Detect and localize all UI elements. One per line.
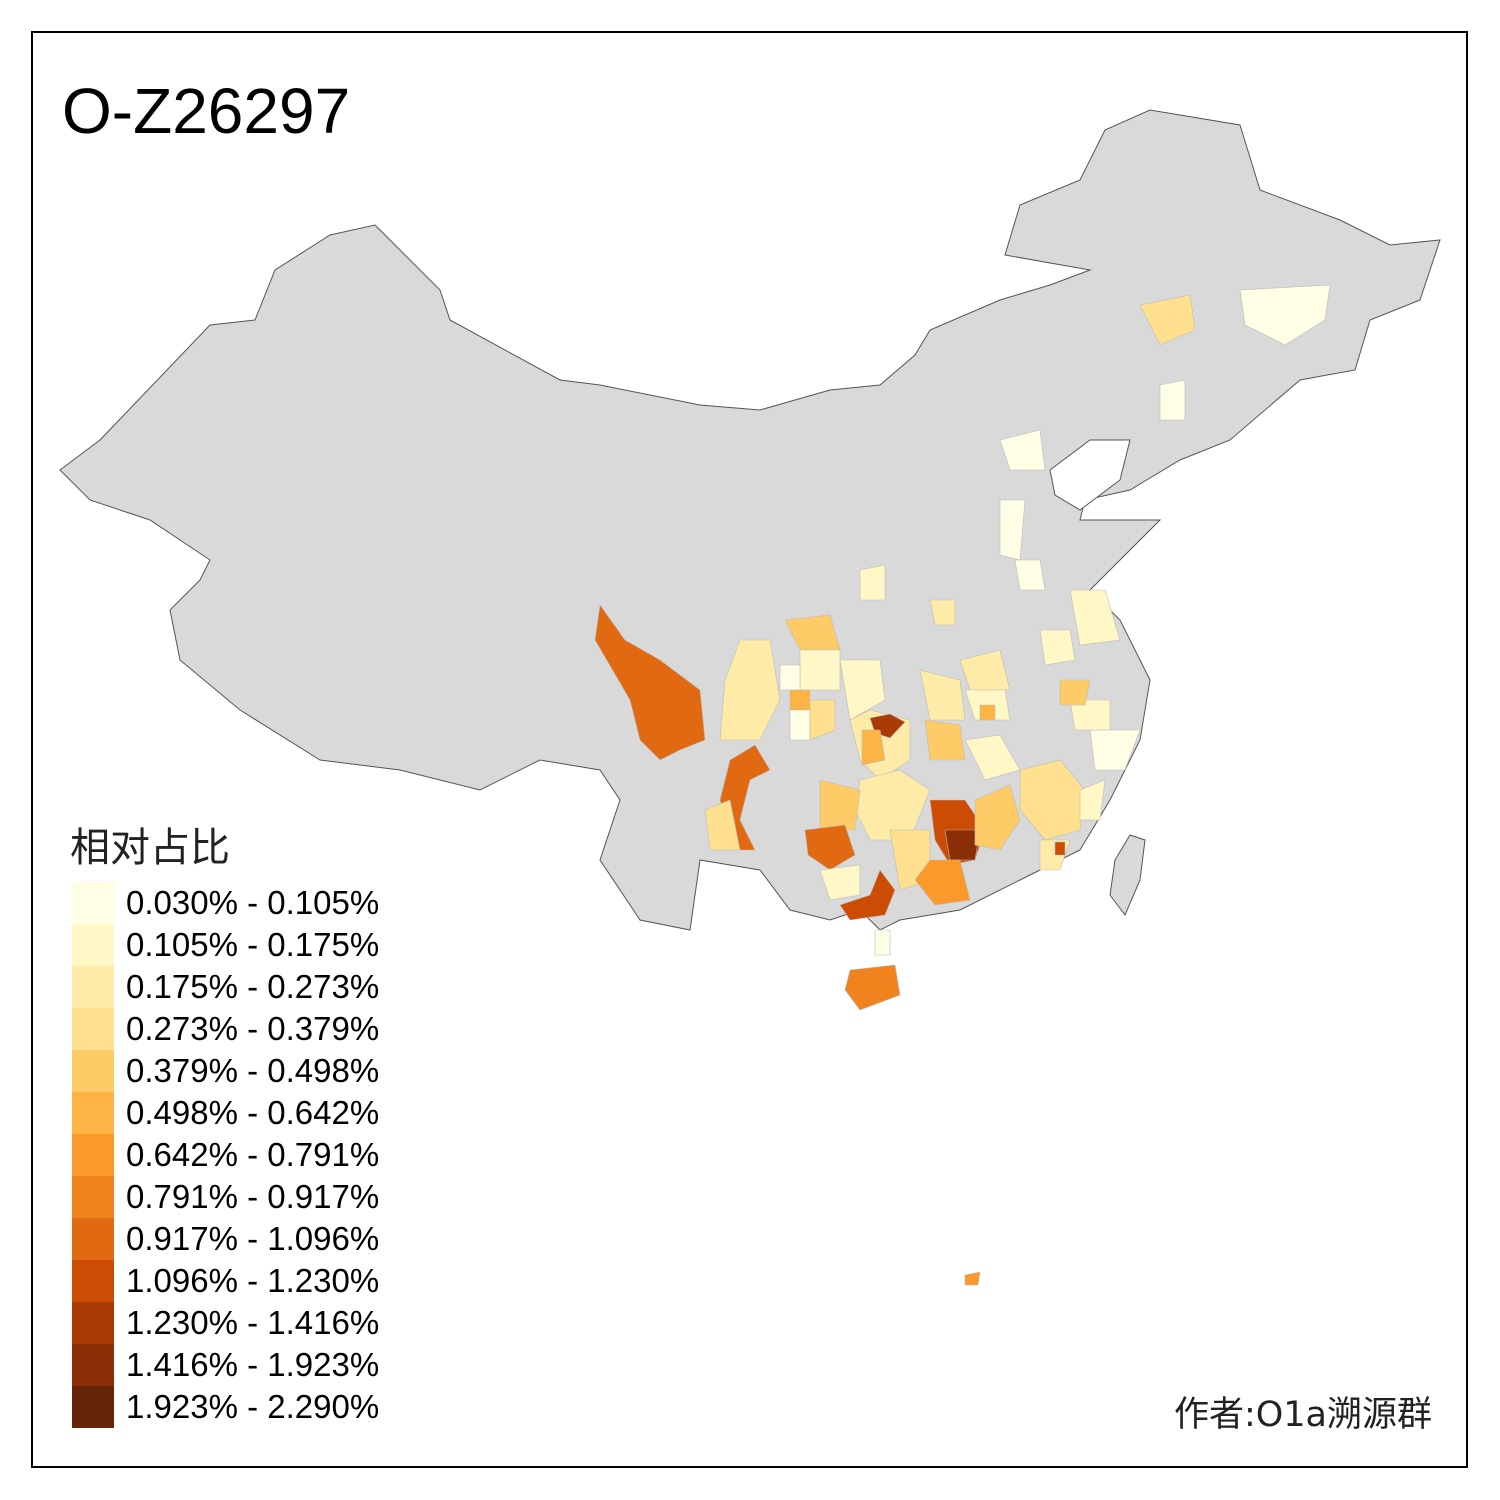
legend-label: 1.096% - 1.230%	[126, 1262, 380, 1299]
region	[924, 719, 966, 761]
legend-item: 1.416% - 1.923%	[72, 1344, 379, 1386]
legend-label: 0.642% - 0.791%	[126, 1136, 380, 1173]
legend-swatch	[72, 1176, 114, 1218]
region	[1014, 559, 1046, 591]
region	[1239, 284, 1331, 346]
region	[839, 659, 886, 721]
legend-swatch	[72, 1050, 114, 1092]
legend-item: 1.230% - 1.416%	[72, 1302, 379, 1344]
legend-swatch	[72, 1344, 114, 1386]
author-credit: 作者:O1a溯源群	[1173, 1395, 1432, 1435]
region	[861, 729, 886, 766]
legend-label: 1.416% - 1.923%	[126, 1346, 380, 1383]
legend-item: 0.273% - 0.379%	[72, 1008, 379, 1050]
legend-swatch	[72, 1260, 114, 1302]
legend-label: 0.105% - 0.175%	[126, 926, 380, 963]
legend-item: 0.175% - 0.273%	[72, 966, 379, 1008]
legend-swatch	[72, 924, 114, 966]
region	[914, 859, 971, 906]
legend-swatch	[72, 1092, 114, 1134]
legend-item: 1.923% - 2.290%	[72, 1386, 379, 1428]
region	[839, 869, 896, 921]
legend: 0.030% - 0.105% 0.105% - 0.175% 0.175% - 0…	[72, 882, 379, 1428]
bohai-sea	[1049, 439, 1131, 511]
region	[819, 779, 861, 831]
region	[1069, 699, 1111, 731]
legend-item: 1.096% - 1.230%	[72, 1260, 379, 1302]
legend-swatch	[72, 882, 114, 924]
legend-swatch	[72, 1218, 114, 1260]
region	[704, 799, 741, 851]
legend-label: 0.273% - 0.379%	[126, 1010, 380, 1047]
region	[1089, 729, 1141, 771]
legend-item: 0.642% - 0.791%	[72, 1134, 379, 1176]
region	[594, 604, 706, 761]
region	[919, 669, 966, 721]
legend-label: 0.498% - 0.642%	[126, 1094, 380, 1131]
region	[1159, 379, 1186, 421]
legend-item: 0.379% - 0.498%	[72, 1050, 379, 1092]
region	[804, 824, 856, 871]
taiwan	[1109, 834, 1146, 916]
legend-label: 0.175% - 0.273%	[126, 968, 380, 1005]
region	[979, 704, 996, 721]
region	[819, 864, 861, 901]
map-title: O-Z26297	[62, 75, 351, 147]
region	[719, 639, 781, 741]
region	[1019, 759, 1086, 841]
legend-item: 0.917% - 1.096%	[72, 1218, 379, 1260]
region	[999, 429, 1046, 471]
region	[809, 699, 836, 741]
region	[1079, 779, 1106, 821]
region	[859, 564, 886, 601]
legend-item: 0.498% - 0.642%	[72, 1092, 379, 1134]
legend-item: 0.030% - 0.105%	[72, 882, 379, 924]
region	[944, 829, 981, 861]
legend-title: 相对占比	[70, 825, 230, 871]
region	[874, 929, 891, 956]
legend-label: 0.379% - 0.498%	[126, 1052, 380, 1089]
legend-label: 0.791% - 0.917%	[126, 1178, 380, 1215]
region	[974, 784, 1021, 851]
region	[844, 964, 901, 1011]
legend-swatch	[72, 1134, 114, 1176]
region	[1059, 679, 1091, 706]
legend-label: 1.923% - 2.290%	[126, 1388, 380, 1425]
legend-label: 1.230% - 1.416%	[126, 1304, 380, 1341]
region	[1054, 841, 1066, 856]
map-frame	[31, 31, 1468, 1468]
legend-swatch	[72, 1008, 114, 1050]
region	[959, 649, 1011, 691]
region	[1139, 294, 1196, 346]
legend-label: 0.030% - 0.105%	[126, 884, 380, 921]
region	[1069, 589, 1121, 646]
legend-swatch	[72, 966, 114, 1008]
legend-label: 0.917% - 1.096%	[126, 1220, 380, 1257]
region	[964, 1271, 981, 1286]
region	[1039, 629, 1076, 666]
legend-swatch	[72, 1386, 114, 1428]
legend-item: 0.791% - 0.917%	[72, 1176, 379, 1218]
legend-item: 0.105% - 0.175%	[72, 924, 379, 966]
legend-swatch	[72, 1302, 114, 1344]
region	[929, 599, 956, 626]
